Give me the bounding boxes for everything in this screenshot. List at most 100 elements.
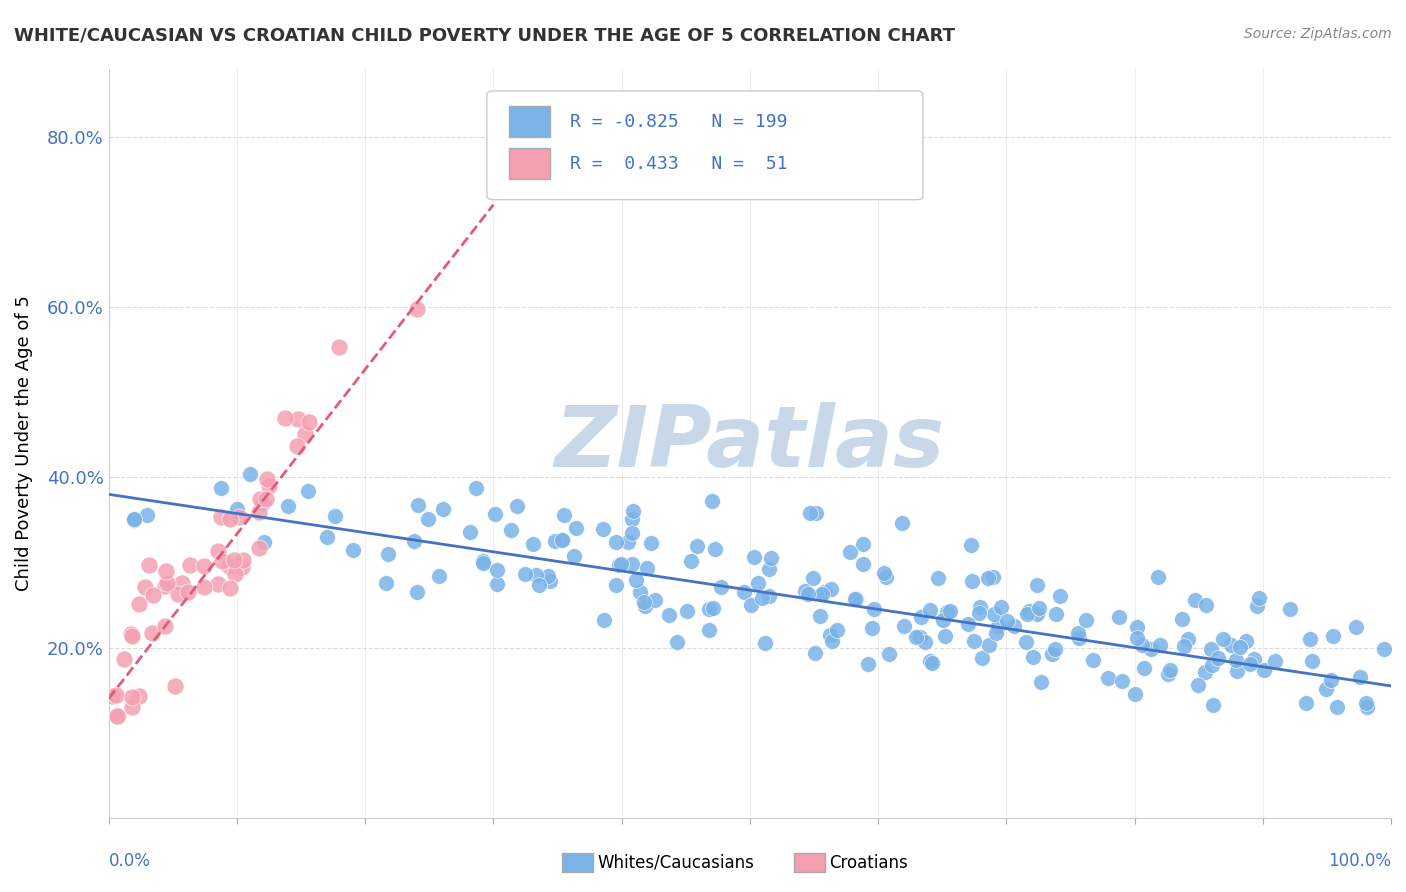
Point (224, 567, 246, 582)
Point (910, 610, 932, 624)
Point (1133, 661, 1156, 675)
Point (759, 551, 782, 566)
Point (228, 510, 250, 524)
Point (222, 552, 245, 566)
Point (1212, 632, 1234, 647)
Point (153, 579, 176, 593)
Point (122, 513, 145, 527)
Point (120, 627, 142, 641)
Point (1022, 650, 1045, 665)
Point (981, 570, 1004, 584)
Point (112, 651, 135, 665)
Point (485, 563, 508, 577)
Point (610, 558, 633, 572)
Point (852, 557, 875, 571)
Point (1045, 642, 1067, 657)
Point (1225, 653, 1247, 667)
Point (972, 651, 994, 665)
Point (529, 578, 551, 592)
Point (1184, 593, 1206, 607)
Point (934, 629, 956, 643)
Point (1139, 642, 1161, 657)
Point (207, 577, 229, 591)
Point (700, 493, 723, 508)
Point (808, 608, 831, 623)
Point (820, 582, 842, 597)
Point (252, 535, 274, 549)
Point (932, 613, 955, 627)
Point (124, 512, 146, 526)
Point (681, 554, 703, 568)
Point (1126, 620, 1149, 634)
Point (891, 516, 914, 531)
Point (1002, 619, 1025, 633)
Point (676, 604, 699, 618)
Point (155, 564, 177, 578)
Point (794, 583, 817, 598)
Y-axis label: Child Poverty Under the Age of 5: Child Poverty Under the Age of 5 (15, 295, 32, 591)
Point (838, 545, 860, 559)
Text: WHITE/CAUCASIAN VS CROATIAN CHILD POVERTY UNDER THE AGE OF 5 CORRELATION CHART: WHITE/CAUCASIAN VS CROATIAN CHILD POVERT… (14, 27, 955, 45)
Point (1295, 696, 1317, 710)
Point (939, 603, 962, 617)
Point (1069, 632, 1091, 646)
Point (845, 592, 868, 607)
Point (247, 505, 270, 519)
Point (128, 689, 150, 703)
Point (252, 496, 274, 510)
FancyBboxPatch shape (486, 91, 922, 200)
Point (1108, 610, 1130, 624)
Point (1239, 657, 1261, 671)
Point (858, 657, 880, 672)
Point (628, 584, 651, 599)
Point (686, 539, 709, 553)
Point (640, 536, 662, 550)
Point (1199, 642, 1222, 657)
Point (1350, 670, 1372, 684)
Point (1149, 638, 1171, 652)
Point (406, 301, 429, 316)
Point (621, 512, 644, 526)
Point (990, 599, 1012, 614)
Point (297, 483, 319, 498)
Point (565, 521, 588, 535)
Point (811, 587, 834, 601)
Point (1249, 591, 1271, 605)
Point (256, 472, 278, 486)
Point (416, 512, 439, 526)
Point (960, 538, 983, 552)
Point (820, 628, 842, 642)
Point (134, 580, 156, 594)
Text: 100.0%: 100.0% (1329, 852, 1391, 870)
Point (665, 635, 688, 649)
Point (193, 580, 215, 594)
Point (1049, 589, 1071, 603)
Point (914, 635, 936, 649)
Text: R =  0.433   N =  51: R = 0.433 N = 51 (571, 154, 787, 173)
Point (703, 541, 725, 556)
Point (957, 616, 980, 631)
Point (1018, 604, 1040, 618)
Point (984, 626, 1007, 640)
Point (551, 533, 574, 547)
Point (218, 559, 240, 574)
Point (983, 607, 1005, 621)
Point (976, 571, 998, 585)
Point (522, 537, 544, 551)
Point (697, 624, 720, 638)
Point (1226, 665, 1249, 679)
Point (179, 558, 201, 573)
Point (633, 595, 655, 609)
Point (105, 708, 128, 723)
Point (298, 415, 321, 429)
Point (758, 589, 780, 603)
Point (107, 708, 129, 723)
Point (1177, 632, 1199, 647)
Point (697, 601, 720, 615)
Point (605, 535, 627, 549)
Text: Whites/Caucasians: Whites/Caucasians (598, 854, 755, 871)
Point (1201, 657, 1223, 672)
Point (797, 587, 820, 601)
Point (101, 689, 124, 703)
Point (905, 630, 928, 644)
